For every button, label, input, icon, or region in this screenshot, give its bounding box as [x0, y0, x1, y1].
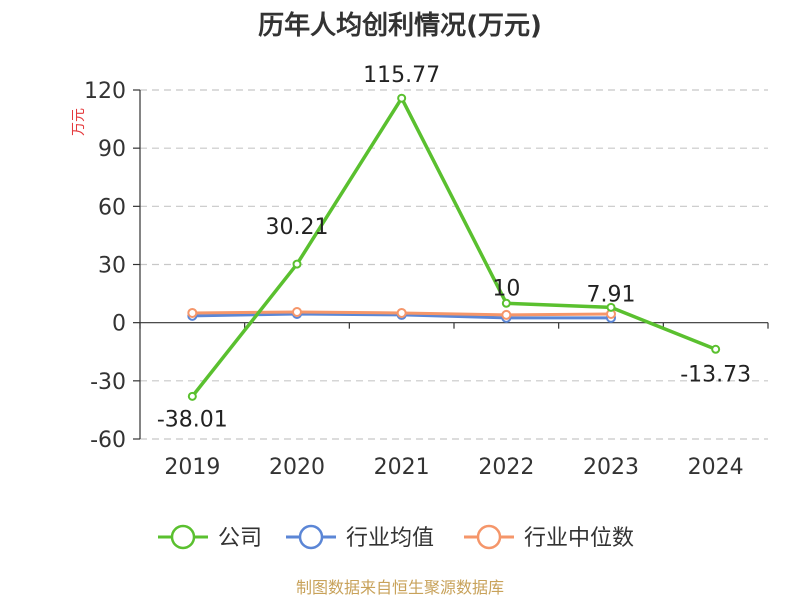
y-tick-label: 0 [112, 312, 126, 337]
data-label: 7.91 [587, 282, 636, 307]
data-point [397, 93, 407, 103]
y-tick-label: 90 [98, 137, 126, 162]
y-axis-unit: 万元 [71, 108, 87, 136]
data-point [711, 344, 721, 354]
data-point [606, 302, 616, 312]
y-tick-label: 60 [98, 195, 126, 220]
data-label: 10 [492, 276, 520, 301]
data-point [292, 307, 302, 318]
legend: 公司 行业均值 行业中位数 [158, 524, 634, 551]
x-tick-label: 2023 [583, 455, 639, 480]
data-labels: -38.01 30.21 115.77 10 7.91 -13.73 [157, 63, 751, 432]
data-point [501, 309, 512, 320]
data-label: 115.77 [363, 63, 440, 88]
grid [140, 89, 768, 440]
x-tick-label: 2019 [164, 455, 220, 480]
data-point [292, 259, 302, 269]
y-tick-label: 120 [84, 79, 126, 104]
legend-label: 行业中位数 [524, 526, 634, 551]
legend-label: 公司 [218, 526, 262, 551]
y-tick-label: -30 [90, 370, 126, 395]
data-label: -38.01 [157, 407, 228, 432]
data-point [396, 307, 407, 318]
legend-marker [170, 524, 196, 550]
data-point [187, 307, 198, 318]
data-point [187, 391, 197, 401]
x-tick-label: 2024 [688, 455, 744, 480]
axes: -60 -30 0 30 60 90 120 2019 2020 2021 2022 2023 2024 [84, 79, 769, 480]
legend-marker [298, 524, 324, 550]
source-note: 制图数据来自恒生聚源数据库 [296, 578, 504, 597]
data-label: 30.21 [266, 215, 329, 240]
series-layer [187, 93, 721, 401]
legend-marker [476, 524, 502, 550]
x-tick-label: 2022 [478, 455, 534, 480]
legend-label: 行业均值 [346, 526, 434, 551]
data-label: -13.73 [680, 362, 751, 387]
y-tick-label: -60 [90, 428, 126, 453]
x-tick-label: 2020 [269, 455, 325, 480]
y-tick-label: 30 [98, 254, 126, 279]
x-tick-label: 2021 [374, 455, 430, 480]
series-line [190, 96, 717, 398]
chart-title: 历年人均创利情况(万元) [258, 10, 542, 41]
data-point [501, 298, 511, 308]
